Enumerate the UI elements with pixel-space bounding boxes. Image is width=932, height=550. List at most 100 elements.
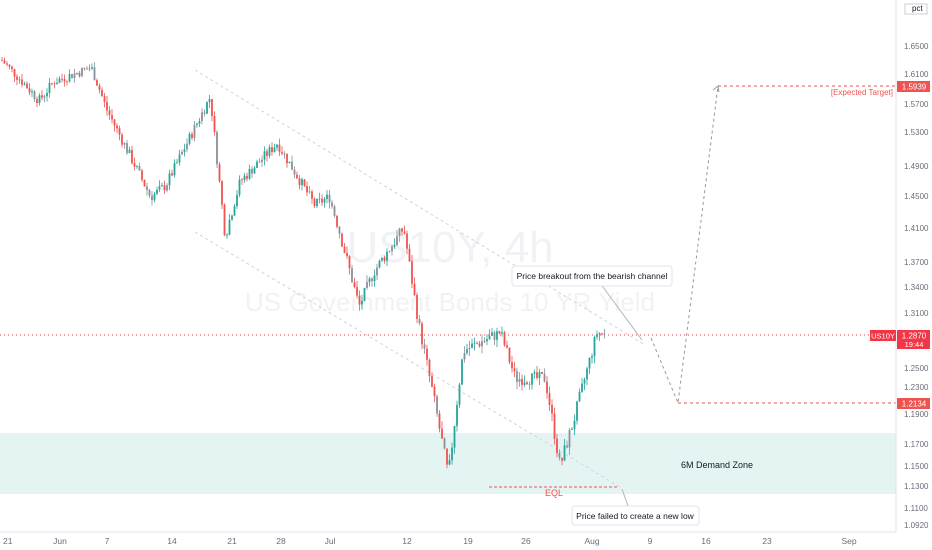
candle-body [46, 92, 48, 97]
candle-body [463, 353, 466, 360]
candle-body [103, 96, 106, 102]
candle-body [76, 72, 78, 74]
candle-body [576, 401, 578, 421]
candle-body [336, 215, 338, 227]
candle-body [246, 175, 248, 179]
candle-body [458, 384, 461, 405]
candle-body [78, 72, 81, 77]
candle-body [598, 333, 601, 335]
candle-body [206, 102, 208, 114]
channel-lower-line [194, 231, 621, 488]
candle-body [231, 215, 233, 220]
price-axis-tick-label: 1.4500 [904, 192, 929, 201]
demand-zone-label: 6M Demand Zone [681, 460, 753, 470]
candle-body [168, 173, 171, 186]
candle-body [121, 134, 123, 145]
time-axis-tick-label: 23 [762, 536, 772, 546]
candle-body [1, 60, 3, 62]
candle-body [211, 99, 213, 117]
candle-body [448, 460, 451, 465]
time-axis-tick-label: 28 [276, 536, 286, 546]
time-axis[interactable]: 21 Jun 7 14 21 28 Jul 12 19 26 Aug 9 16 23 Sep [0, 531, 896, 546]
candle-body [343, 246, 346, 253]
candle-body [451, 447, 453, 461]
candle-body [138, 166, 141, 171]
watermark-symbol: US10Y, 4h [346, 223, 553, 272]
candle-body [271, 147, 273, 153]
candle-body [116, 125, 118, 129]
candle-body [13, 69, 16, 77]
watermark-description: US Government Bonds 10 YR Yield [245, 287, 655, 317]
breakout-callout-text: Price breakout from the bearish channel [517, 271, 668, 281]
time-axis-tick-label: Sep [841, 536, 856, 546]
candle-body [328, 194, 331, 203]
candle-body [278, 144, 281, 153]
candle-body [513, 368, 516, 372]
price-axis-tick-label: 1.3400 [904, 283, 929, 292]
demand-zone [0, 433, 896, 494]
candle-body [401, 228, 403, 232]
time-axis-tick-label: 16 [701, 536, 711, 546]
candle-body [293, 169, 296, 175]
candle-body [281, 152, 283, 154]
candle-body [353, 282, 356, 288]
candle-body [543, 373, 546, 382]
candle-body [83, 68, 86, 69]
candle-body [428, 359, 431, 377]
candle-body [66, 81, 68, 83]
candle-body [486, 339, 488, 342]
candle-body [106, 101, 108, 111]
symbol-badge [870, 330, 896, 341]
price-axis-tick-label: 1.1700 [904, 440, 929, 449]
candle-body [3, 60, 6, 64]
candle-body [306, 186, 308, 193]
price-axis[interactable]: 1.6500 1.6100 1.5700 1.5300 1.4900 1.4500 1.41… [870, 0, 932, 550]
candle-body [21, 79, 23, 85]
candle-body [213, 116, 216, 133]
candle-body [536, 372, 538, 378]
candle-body [413, 283, 416, 295]
candle-body [421, 323, 423, 345]
candle-body [573, 420, 576, 429]
candle-body [556, 438, 558, 453]
candle-body [426, 348, 428, 360]
candle-body [483, 341, 486, 343]
candle-body [298, 178, 301, 186]
candle-body [188, 133, 191, 144]
candle-body [263, 151, 266, 160]
candle-body [378, 260, 381, 268]
target-price-badge [897, 81, 930, 92]
price-axis-tick-label: 1.1300 [904, 482, 929, 491]
candle-body [526, 382, 528, 384]
candle-body [498, 331, 501, 334]
candle-body [356, 287, 358, 296]
candle-body [351, 268, 353, 283]
candle-body [283, 153, 286, 155]
candle-body [81, 68, 83, 77]
candle-body [6, 63, 8, 65]
time-axis-tick-label: Jul [325, 536, 336, 546]
candle-body [481, 341, 483, 347]
candles-group [1, 57, 606, 469]
candle-body [93, 67, 96, 81]
candle-body [571, 428, 573, 430]
candle-body [36, 99, 38, 103]
failed-low-callout-box [571, 505, 700, 526]
candle-body [511, 362, 513, 369]
candle-body [316, 198, 318, 207]
candle-body [386, 251, 388, 261]
candle-body [506, 345, 508, 348]
current-price-label: 1.2870 [902, 332, 927, 341]
candle-body [521, 378, 523, 385]
candle-body [241, 179, 243, 181]
candle-body [591, 356, 593, 358]
candle-body [128, 149, 131, 154]
candle-body [406, 233, 408, 249]
candle-body [198, 121, 201, 124]
candle-body [58, 78, 61, 83]
candle-body [528, 383, 531, 385]
candle-body [461, 359, 463, 385]
candle-body [113, 119, 116, 126]
candle-body [438, 413, 441, 429]
